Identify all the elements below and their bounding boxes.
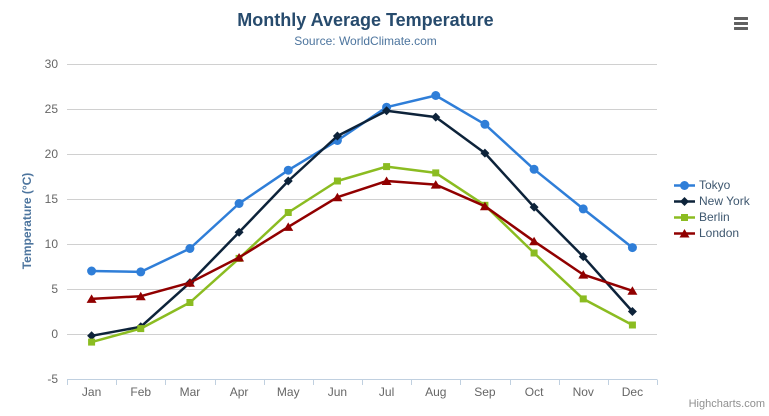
legend-item-london[interactable]: London <box>674 225 750 241</box>
series-point-london <box>332 192 343 202</box>
legend-symbol <box>680 180 689 190</box>
series-point-berlin <box>579 295 587 303</box>
series-point-london <box>430 180 441 189</box>
series-point-tokyo <box>480 119 490 129</box>
chart-subtitle: Source: WorldClimate.com <box>294 34 437 48</box>
y-axis-title: Temperature (°C) <box>20 172 34 270</box>
y-axis-label: 30 <box>45 57 59 71</box>
series-point-london <box>283 222 294 231</box>
series-point-berlin <box>628 321 636 329</box>
series-point-berlin <box>88 338 96 346</box>
series-point-berlin <box>186 299 194 306</box>
series-point-berlin <box>530 249 538 257</box>
legend-label: Berlin <box>699 210 730 224</box>
series-line-london <box>90 179 634 301</box>
series-point-berlin <box>333 177 341 185</box>
series-point-berlin <box>383 163 391 171</box>
series-line-tokyo <box>90 94 634 274</box>
legend-label: London <box>699 226 740 240</box>
x-axis-label: Jul <box>379 385 394 399</box>
series-point-tokyo <box>234 199 244 208</box>
legend: Tokyo New York Berlin London <box>674 177 750 241</box>
series-point-new-york <box>87 331 97 341</box>
x-axis-label: Sep <box>474 385 496 399</box>
legend-marker-triangle-icon <box>674 228 695 237</box>
series-point-tokyo <box>185 244 195 253</box>
series-point-tokyo <box>136 267 146 277</box>
hamburger-icon <box>734 22 748 25</box>
y-axis-label: 15 <box>45 192 59 206</box>
series-point-new-york <box>332 131 342 141</box>
series-point-new-york <box>431 112 441 122</box>
series-point-berlin <box>432 169 440 177</box>
series-point-new-york <box>382 106 392 116</box>
legend-marker-circle-icon <box>674 180 695 190</box>
series-point-london <box>381 176 392 185</box>
x-axis-label: Feb <box>130 385 151 399</box>
legend-marker-square-icon <box>674 213 695 221</box>
series-point-tokyo <box>627 243 637 253</box>
x-axis-label: Mar <box>180 385 201 399</box>
legend-item-berlin[interactable]: Berlin <box>674 209 750 225</box>
legend-symbol <box>681 213 688 221</box>
series-point-new-york <box>578 252 588 262</box>
export-menu-button[interactable] <box>734 17 748 30</box>
series-point-new-york <box>234 227 244 237</box>
series-point-new-york <box>627 307 637 316</box>
series-point-new-york <box>529 202 539 212</box>
y-axis-label: 20 <box>45 147 59 161</box>
legend-symbol <box>679 228 690 237</box>
legend-item-tokyo[interactable]: Tokyo <box>674 177 750 193</box>
x-axis-label: May <box>277 385 300 399</box>
series-point-new-york <box>480 148 490 158</box>
series-point-london <box>578 270 589 279</box>
series-point-london <box>529 236 540 246</box>
legend-item-new-york[interactable]: New York <box>674 193 750 209</box>
x-axis-label: Nov <box>573 385 594 399</box>
x-axis-label: Dec <box>622 385 643 399</box>
series-point-berlin <box>284 209 292 216</box>
series-point-berlin <box>137 325 145 333</box>
series-point-london <box>135 291 146 301</box>
y-axis-label: 5 <box>51 282 58 296</box>
series-point-tokyo <box>529 164 539 174</box>
series-point-tokyo <box>283 165 293 175</box>
series-line-berlin <box>90 165 634 344</box>
x-axis-label: Oct <box>525 385 544 399</box>
legend-symbol <box>680 196 689 206</box>
series-point-london <box>184 278 195 287</box>
x-axis-label: Jan <box>82 385 101 399</box>
series-point-tokyo <box>87 266 97 276</box>
series-point-london <box>86 294 97 303</box>
y-axis-label: -5 <box>47 372 58 386</box>
hamburger-icon <box>734 27 748 30</box>
y-axis-label: 25 <box>45 102 59 116</box>
series-point-london <box>627 286 638 295</box>
series-line-new-york <box>90 109 634 338</box>
hamburger-icon <box>734 17 748 20</box>
y-axis-label: 0 <box>51 327 58 341</box>
x-axis-label: Aug <box>425 385 446 399</box>
legend-label: New York <box>699 194 750 208</box>
series-point-tokyo <box>578 204 588 214</box>
series-point-tokyo <box>431 91 441 100</box>
x-axis-label: Apr <box>230 385 249 399</box>
series-point-london <box>234 253 245 262</box>
legend-marker-diamond-icon <box>674 196 695 206</box>
chart-title: Monthly Average Temperature <box>237 10 494 30</box>
series-point-new-york <box>283 176 293 186</box>
y-axis-label: 10 <box>45 237 59 251</box>
legend-label: Tokyo <box>699 178 731 192</box>
x-axis-label: Jun <box>328 385 347 399</box>
series-point-london <box>479 201 490 211</box>
credits-link[interactable]: Highcharts.com <box>688 398 765 410</box>
